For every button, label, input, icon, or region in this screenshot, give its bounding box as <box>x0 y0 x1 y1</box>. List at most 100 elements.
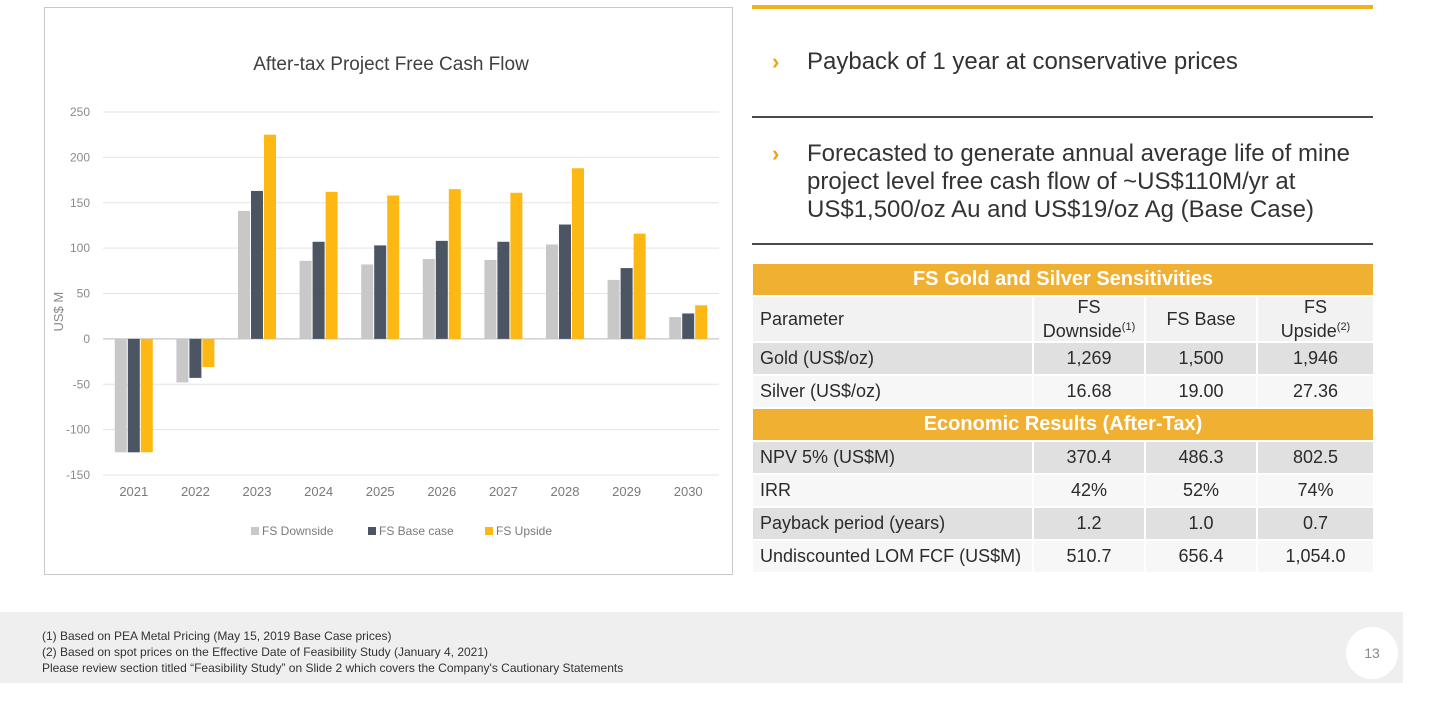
cell-value: 1,946 <box>1256 343 1373 374</box>
table-row: NPV 5% (US$M) 370.4 486.3 802.5 <box>753 442 1373 473</box>
divider <box>752 116 1373 118</box>
bar <box>238 210 250 339</box>
table-header-row: Parameter FS Downside(1) FS Base FS Upsi… <box>753 297 1373 341</box>
y-tick-label: 200 <box>70 150 90 164</box>
cell-value: 52% <box>1144 475 1256 506</box>
y-tick-label: 250 <box>70 105 90 119</box>
bar <box>620 268 633 339</box>
bar <box>510 192 523 339</box>
bar <box>448 189 461 339</box>
row-label: IRR <box>753 475 1032 506</box>
table-row: Gold (US$/oz) 1,269 1,500 1,946 <box>753 343 1373 374</box>
cell-value: 1,269 <box>1032 343 1144 374</box>
cell-value: 656.4 <box>1144 541 1256 572</box>
footnote: (1) Based on PEA Metal Pricing (May 15, … <box>42 629 392 643</box>
bar <box>559 224 571 339</box>
col-header-upside: FS Upside(2) <box>1256 297 1373 341</box>
bar <box>484 259 497 339</box>
bar <box>572 168 584 339</box>
cell-value: 370.4 <box>1032 442 1144 473</box>
row-label: Silver (US$/oz) <box>753 376 1032 407</box>
bar <box>264 134 276 339</box>
footnote-ref: (2) <box>1336 321 1351 333</box>
y-tick-label: 150 <box>70 196 90 210</box>
bar <box>682 313 695 339</box>
row-label: Undiscounted LOM FCF (US$M) <box>753 541 1032 572</box>
cell-value: 802.5 <box>1256 442 1373 473</box>
bar <box>435 240 448 339</box>
bullet-line: project level free cash flow of ~US$110M… <box>807 168 1296 195</box>
table-row: Silver (US$/oz) 16.68 19.00 27.36 <box>753 376 1373 407</box>
cell-value: 1,500 <box>1144 343 1256 374</box>
footnote: (2) Based on spot prices on the Effectiv… <box>42 645 489 659</box>
x-tick-label: 2026 <box>427 484 456 499</box>
cell-value: 1,054.0 <box>1256 541 1373 572</box>
table-row: Undiscounted LOM FCF (US$M) 510.7 656.4 … <box>753 541 1373 572</box>
legend-label: FS Downside <box>262 524 334 538</box>
bar <box>114 338 127 453</box>
bar <box>127 338 140 453</box>
footnotes: (1) Based on PEA Metal Pricing (May 15, … <box>42 628 623 676</box>
y-tick-label: 100 <box>70 241 90 255</box>
legend-swatch <box>251 527 259 535</box>
param-header: Parameter <box>753 297 1032 341</box>
cell-value: 1.2 <box>1032 508 1144 539</box>
table-title-row: Economic Results (After-Tax) <box>753 409 1373 440</box>
cell-value: 42% <box>1032 475 1144 506</box>
x-tick-label: 2027 <box>489 484 518 499</box>
table-row: Payback period (years) 1.2 1.0 0.7 <box>753 508 1373 539</box>
chevron-right-icon: › <box>772 49 780 74</box>
table-title-row: FS Gold and Silver Sensitivities <box>753 264 1373 295</box>
bullet-line: Payback of 1 year at conservative prices <box>807 48 1238 75</box>
x-tick-label: 2023 <box>243 484 272 499</box>
legend-label: FS Base case <box>379 524 454 538</box>
bar <box>422 259 435 339</box>
col-header-line: FS <box>1303 297 1327 317</box>
x-tick-label: 2025 <box>366 484 395 499</box>
y-axis-label: US$ M <box>51 292 66 332</box>
bar <box>299 260 312 339</box>
cell-value: 1.0 <box>1144 508 1256 539</box>
bar <box>695 305 708 339</box>
cash-flow-chart: After-tax Project Free Cash Flow 250 200 15… <box>44 7 733 575</box>
x-tick-label: 2029 <box>612 484 641 499</box>
footer: (1) Based on PEA Metal Pricing (May 15, … <box>0 612 1403 683</box>
col-header-base: FS Base <box>1144 297 1256 341</box>
bar <box>669 317 682 339</box>
bar <box>312 241 325 339</box>
y-tick-label: 0 <box>83 332 90 346</box>
bar <box>497 241 510 339</box>
chevron-right-icon: › <box>772 141 780 166</box>
col-header-text: Downside <box>1042 321 1122 341</box>
legend-swatch <box>485 527 493 535</box>
bar <box>546 244 558 339</box>
x-tick-label: 2030 <box>674 484 703 499</box>
bar <box>251 190 263 339</box>
x-tick-label: 2021 <box>119 484 148 499</box>
bar <box>387 195 400 339</box>
col-header-line: Downside(1) <box>1041 317 1137 341</box>
chart-title: After-tax Project Free Cash Flow <box>253 54 529 75</box>
legend-swatch <box>368 527 376 535</box>
cell-value: 19.00 <box>1144 376 1256 407</box>
bar <box>361 264 374 339</box>
col-header-downside: FS Downside(1) <box>1032 297 1144 341</box>
bar <box>633 233 646 339</box>
bar <box>607 279 620 339</box>
page-number: 13 <box>1346 627 1398 679</box>
bullet-text: Payback of 1 year at conservative prices <box>807 48 1238 76</box>
col-header-line: FS <box>1077 297 1101 317</box>
x-tick-label: 2024 <box>304 484 333 499</box>
bar <box>374 245 387 339</box>
y-tick-label: 50 <box>77 287 91 301</box>
bullet-line: US$1,500/oz Au and US$19/oz Ag (Base Cas… <box>807 196 1314 223</box>
y-tick-label: -100 <box>66 423 90 437</box>
table-title-sensitivities: FS Gold and Silver Sensitivities <box>753 264 1373 295</box>
x-tick-label: 2028 <box>551 484 580 499</box>
cell-value: 27.36 <box>1256 376 1373 407</box>
bar <box>202 338 215 368</box>
table-row: IRR 42% 52% 74% <box>753 475 1373 506</box>
footnote-ref: (1) <box>1121 321 1136 333</box>
x-tick-label: 2022 <box>181 484 210 499</box>
top-accent-rule <box>752 5 1373 9</box>
